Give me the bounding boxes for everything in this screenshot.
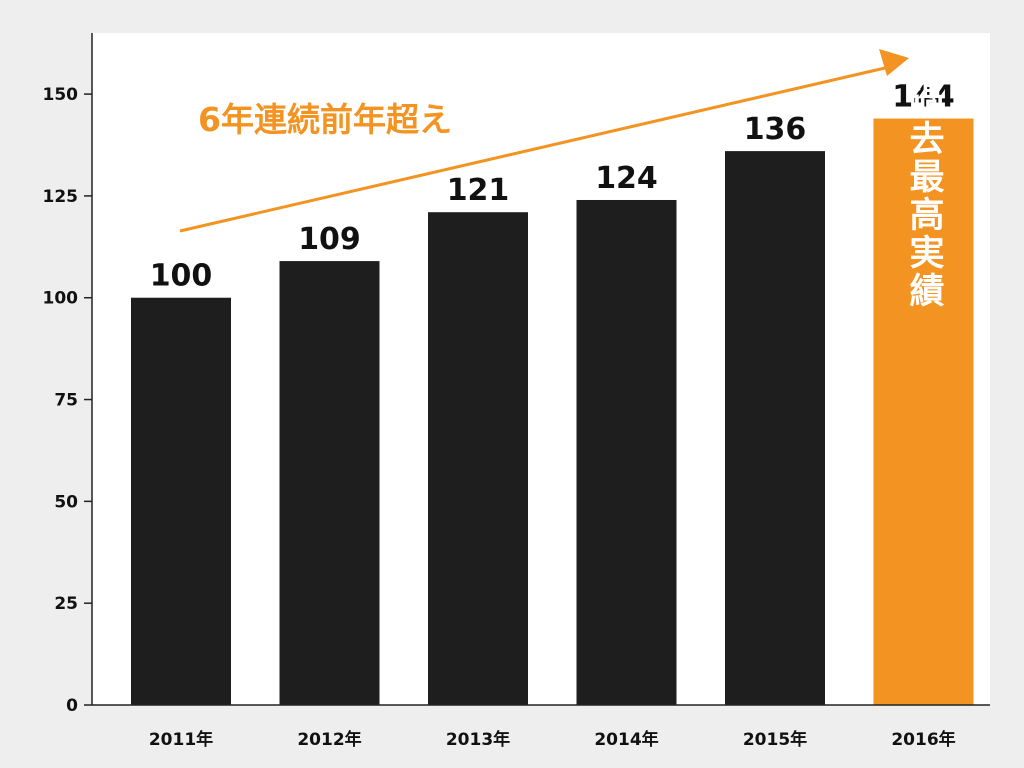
x-tick-label: 2013年 [446, 729, 510, 750]
bar [428, 212, 528, 705]
bar [279, 261, 380, 705]
value-label: 136 [744, 112, 807, 147]
x-tick-label: 2015年 [743, 729, 807, 750]
value-label: 144 [892, 80, 955, 115]
x-axis: 2011年 2012年 2013年 2014年 2015年 2016年 [92, 704, 990, 750]
bar [725, 151, 825, 706]
y-tick-label: 100 [43, 289, 79, 309]
y-tick-label: 75 [54, 391, 78, 411]
plot-area [92, 33, 990, 705]
trend-arrow-line [179, 66, 886, 233]
value-label: 100 [150, 259, 213, 294]
bars [131, 118, 974, 706]
value-labels: 100 109 121 124 136 144 [150, 80, 955, 294]
trend-arrow-head [879, 49, 909, 76]
x-tick-label: 2011年 [149, 729, 213, 750]
y-tick-label: 50 [54, 492, 78, 512]
y-tick-label: 150 [43, 85, 79, 105]
y-tick-label: 25 [54, 594, 78, 614]
value-label: 121 [447, 173, 510, 208]
highlight-text: 過去最高実績 [904, 82, 945, 310]
bar [873, 118, 974, 705]
x-tick-label: 2014年 [594, 729, 658, 750]
value-label: 109 [298, 222, 361, 257]
y-tick-label: 125 [43, 187, 79, 207]
trend-text: 6年連続前年超え [198, 100, 452, 139]
y-axis: 0 25 50 75 100 125 150 [43, 33, 93, 716]
x-tick-label: 2012年 [297, 729, 361, 750]
bar [576, 199, 677, 705]
value-label: 124 [595, 161, 658, 196]
trend-annotation: 6年連続前年超え [179, 49, 909, 233]
y-tick-label: 0 [66, 696, 78, 716]
x-tick-label: 2016年 [891, 729, 955, 750]
bar [131, 297, 231, 705]
